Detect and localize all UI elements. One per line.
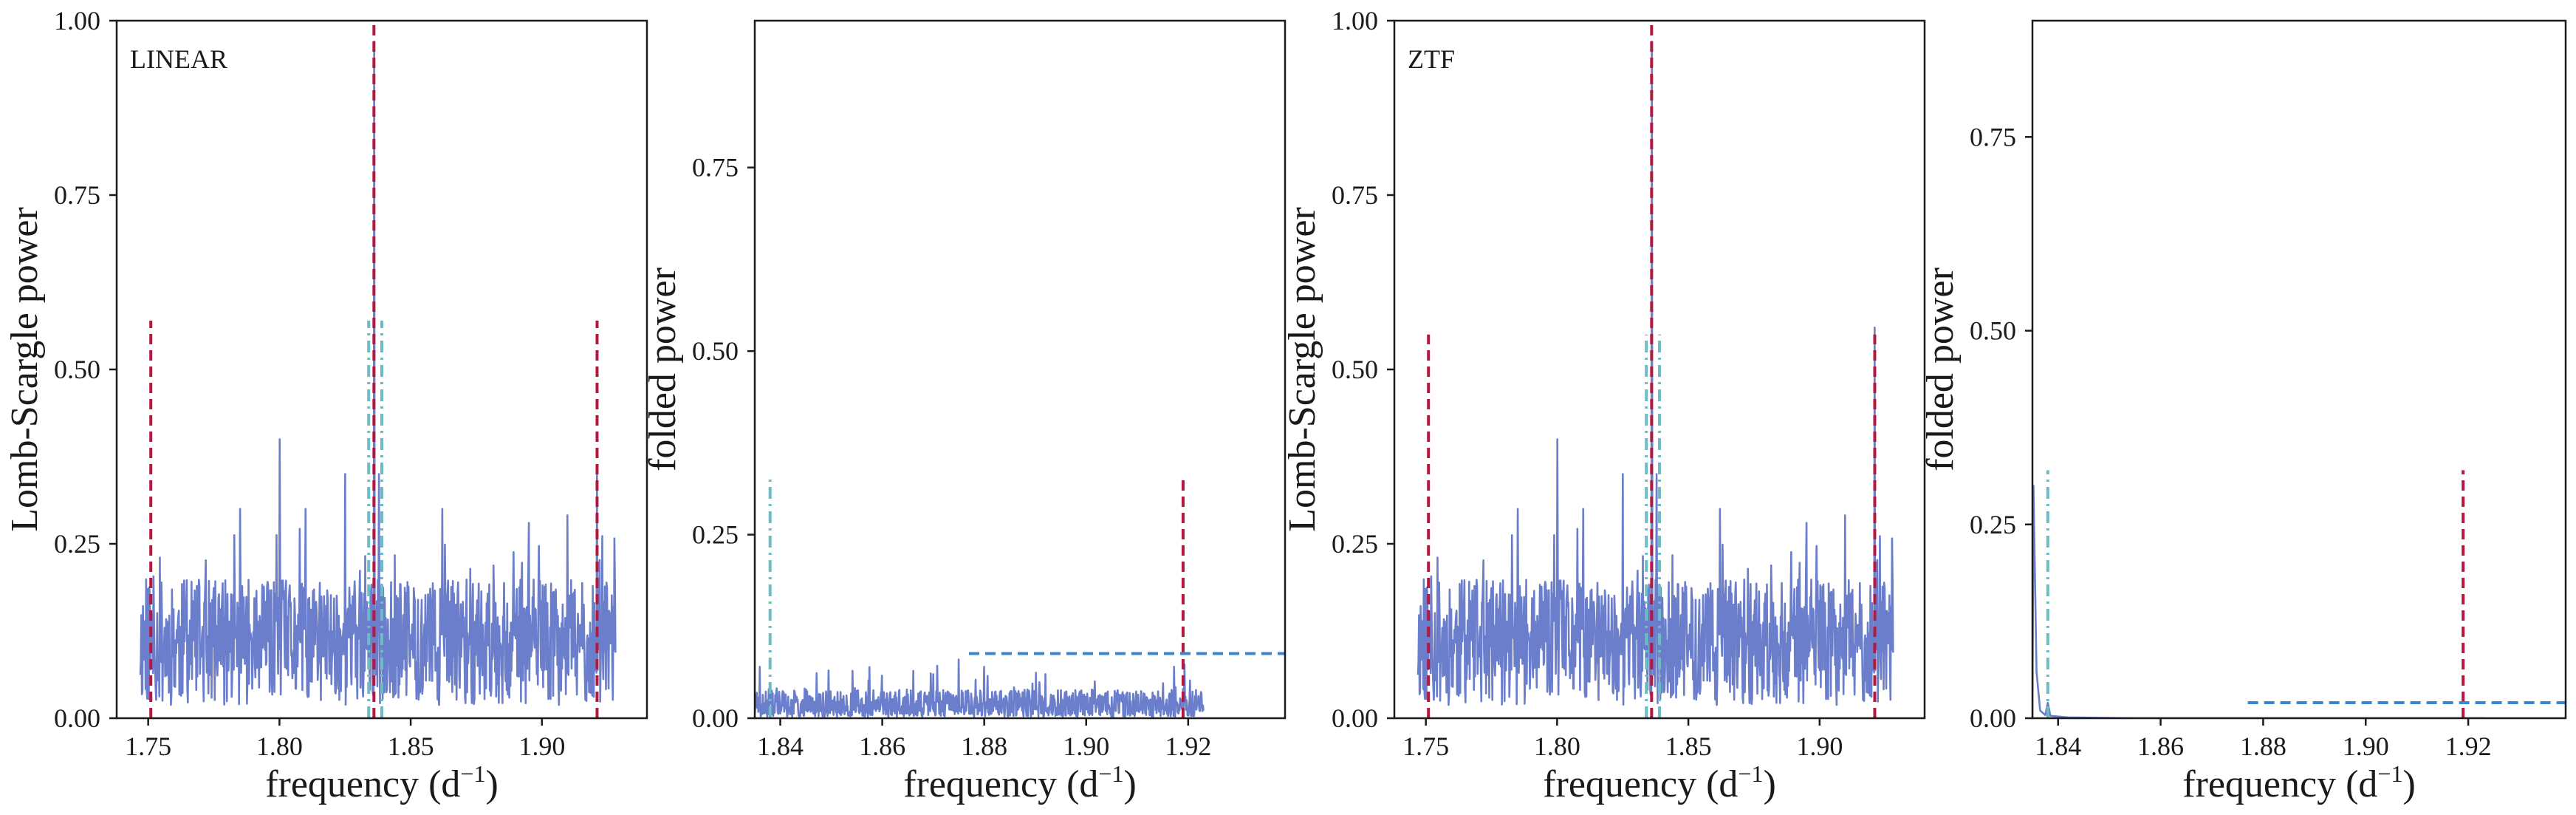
x-axis-label: frequency (d−1) [265, 760, 499, 805]
y-tick-label: 0.00 [1332, 703, 1378, 733]
x-tick-label: 1.86 [2137, 732, 2184, 761]
y-tick-label: 0.75 [692, 153, 739, 183]
x-tick-label: 1.85 [388, 732, 434, 761]
y-tick-label: 0.75 [1970, 122, 2016, 151]
x-tick-label: 1.88 [2240, 732, 2286, 761]
panel-1: 1.75 1.80 1.85 1.90 0.00 0.25 0.50 0.75 1.00 freq… [4, 6, 648, 805]
power-series [755, 658, 1205, 718]
y-tick-label: 0.75 [54, 180, 100, 210]
plot-area [755, 476, 1285, 718]
y-tick-label: 1.00 [1332, 6, 1378, 35]
x-tick-label: 1.90 [2343, 732, 2389, 761]
y-tick-label: 0.25 [1332, 529, 1378, 559]
power-series [139, 41, 617, 706]
power-series [1417, 41, 1894, 706]
x-tick-label: 1.90 [518, 732, 565, 761]
plot-area [1417, 21, 1894, 718]
x-tick-label: 1.80 [1534, 732, 1580, 761]
x-tick-label: 1.84 [757, 732, 804, 761]
y-tick-label: 0.25 [692, 520, 739, 550]
y-tick-label: 0.25 [1970, 510, 2016, 539]
survey-annotation: LINEAR [130, 44, 227, 74]
x-tick-label: 1.92 [2445, 732, 2492, 761]
y-tick-label: 0.25 [54, 529, 100, 559]
x-tick-label: 1.75 [125, 732, 171, 761]
y-axis-label: folded power [1919, 267, 1962, 471]
panel-4: 1.84 1.86 1.88 1.90 1.92 0.00 0.25 0.50 0.75 freq… [1919, 19, 2567, 805]
y-tick-label: 0.50 [54, 355, 100, 384]
plot-area [139, 21, 617, 718]
y-tick-label: 0.50 [692, 336, 739, 366]
axes-frame [2031, 19, 2567, 720]
y-tick-label: 0.50 [1970, 316, 2016, 346]
y-axis-label: Lomb-Scargle power [1281, 207, 1323, 531]
panel-3: 1.75 1.80 1.85 1.90 0.00 0.25 0.50 0.75 1.00 freq… [1281, 6, 1926, 805]
power-series [2032, 485, 2484, 718]
x-tick-label: 1.80 [256, 732, 303, 761]
y-tick-label: 0.00 [692, 703, 739, 733]
y-tick-label: 0.00 [1970, 703, 2016, 733]
x-axis-label: frequency (d−1) [1543, 760, 1776, 805]
plot-area [2032, 470, 2566, 718]
x-tick-label: 1.90 [1796, 732, 1843, 761]
x-tick-label: 1.84 [2035, 732, 2081, 761]
x-tick-label: 1.85 [1665, 732, 1712, 761]
y-tick-label: 0.75 [1332, 180, 1378, 210]
x-axis-label: frequency (d−1) [903, 760, 1137, 805]
survey-annotation: ZTF [1408, 44, 1455, 74]
y-axis-label: Lomb-Scargle power [4, 207, 46, 531]
x-axis-label: frequency (d−1) [2182, 760, 2416, 805]
x-tick-label: 1.92 [1165, 732, 1211, 761]
y-tick-label: 1.00 [54, 6, 100, 35]
panel-2: 1.84 1.86 1.88 1.90 1.92 0.00 0.25 0.50 0.75 freq… [642, 19, 1287, 805]
x-tick-label: 1.88 [961, 732, 1007, 761]
x-tick-label: 1.86 [859, 732, 905, 761]
y-tick-label: 0.00 [54, 703, 100, 733]
y-tick-label: 0.50 [1332, 355, 1378, 384]
axes-frame [753, 19, 1287, 720]
x-tick-label: 1.75 [1402, 732, 1449, 761]
x-tick-label: 1.90 [1063, 732, 1109, 761]
y-axis-label: folded power [642, 267, 684, 471]
